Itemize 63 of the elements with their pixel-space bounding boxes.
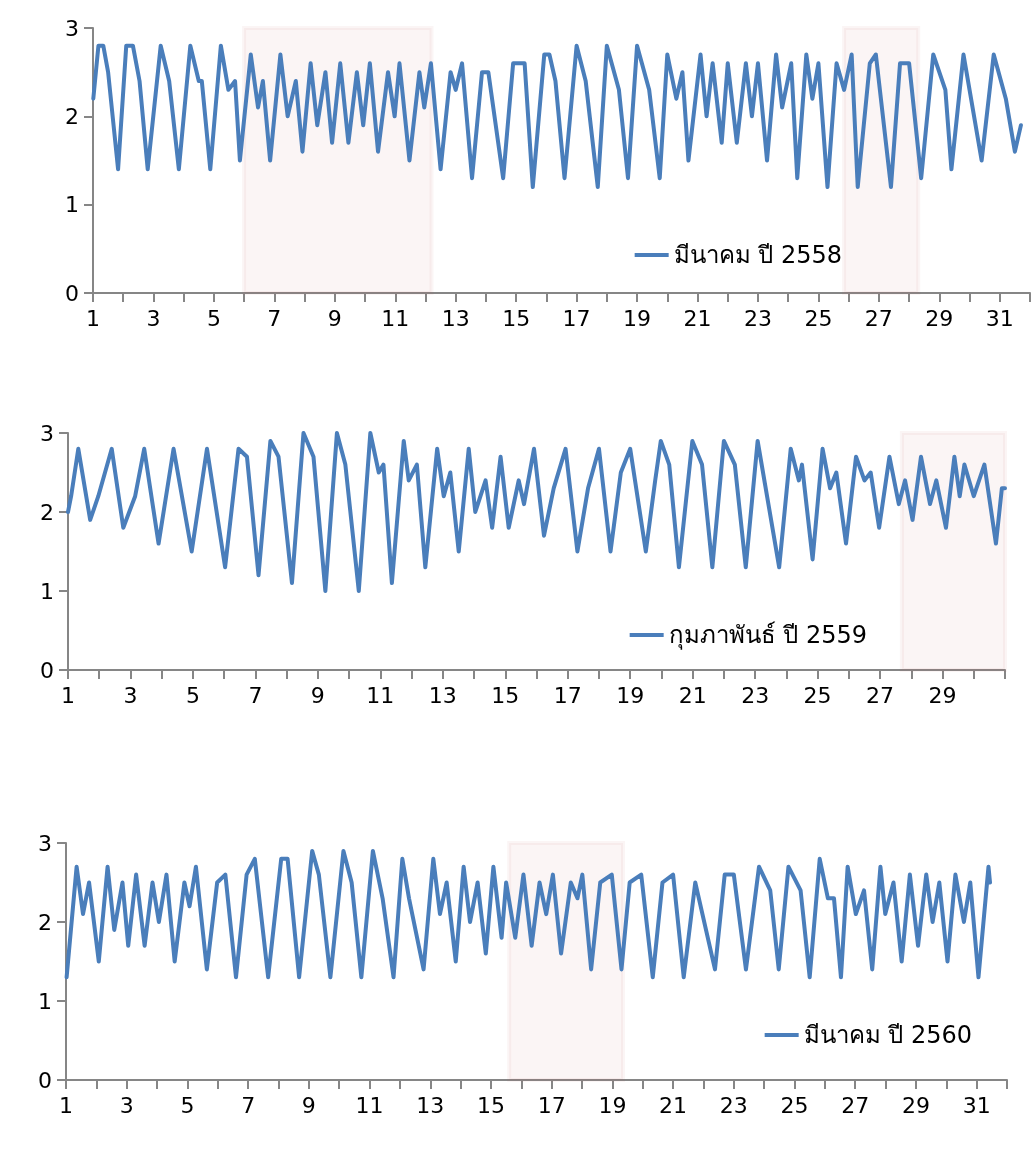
- x-tick-label: 29: [925, 305, 954, 331]
- x-tick-label: 17: [562, 305, 591, 331]
- x-tick-label: 19: [616, 682, 645, 708]
- x-tick-label: 25: [804, 305, 833, 331]
- y-tick-label: 3: [65, 15, 79, 41]
- y-tick-label: 0: [38, 1067, 52, 1093]
- x-tick-label: 1: [86, 305, 100, 331]
- y-tick-label: 1: [40, 578, 54, 604]
- legend-label: กุมภาพันธ์ ปี 2559: [668, 621, 868, 650]
- y-tick-label: 3: [38, 830, 52, 856]
- line-series: [66, 431, 1007, 593]
- x-tick-label: 23: [743, 305, 772, 331]
- y-tick-label: 2: [40, 499, 54, 525]
- legend-label: มีนาคม ปี 2560: [803, 1021, 973, 1049]
- y-tick-label: 2: [38, 909, 52, 935]
- y-tick-label: 1: [65, 192, 79, 218]
- x-tick-label: 15: [476, 1092, 505, 1118]
- x-tick-label: 3: [119, 1092, 134, 1118]
- x-tick-label: 21: [678, 682, 707, 708]
- x-tick-label: 21: [659, 1092, 688, 1118]
- line-series: [91, 43, 1023, 189]
- x-tick-label: 3: [123, 682, 138, 708]
- x-tick-label: 11: [381, 305, 410, 331]
- x-tick-label: 13: [428, 682, 457, 708]
- y-tick-label: 0: [65, 280, 79, 306]
- x-tick-label: 11: [355, 1092, 384, 1118]
- x-tick-label: 3: [146, 305, 161, 331]
- x-tick-label: 17: [553, 682, 582, 708]
- x-tick-label: 15: [502, 305, 531, 331]
- x-tick-label: 5: [185, 682, 200, 708]
- x-tick-label: 23: [719, 1092, 748, 1118]
- x-tick-label: 27: [866, 682, 895, 708]
- x-tick-label: 7: [241, 1092, 256, 1118]
- y-tick-label: 0: [40, 657, 54, 683]
- x-tick-label: 29: [928, 682, 957, 708]
- x-tick-label: 7: [248, 682, 263, 708]
- x-tick-label: 25: [803, 682, 832, 708]
- x-tick-label: 13: [416, 1092, 445, 1118]
- x-tick-label: 11: [366, 682, 395, 708]
- x-tick-label: 9: [327, 305, 342, 331]
- y-tick-label: 2: [65, 103, 79, 129]
- y-tick-label: 1: [38, 988, 52, 1014]
- x-tick-label: 19: [623, 305, 652, 331]
- x-tick-label: 27: [864, 305, 893, 331]
- x-tick-label: 27: [841, 1092, 870, 1118]
- x-tick-label: 31: [962, 1092, 991, 1118]
- x-tick-label: 7: [267, 305, 282, 331]
- x-tick-label: 5: [206, 305, 221, 331]
- y-tick-label: 3: [40, 420, 54, 446]
- x-tick-label: 23: [741, 682, 770, 708]
- x-tick-label: 25: [780, 1092, 809, 1118]
- x-tick-label: 19: [598, 1092, 627, 1118]
- x-tick-label: 9: [310, 682, 325, 708]
- x-tick-label: 29: [901, 1092, 930, 1118]
- x-tick-label: 17: [537, 1092, 566, 1118]
- x-tick-label: 15: [491, 682, 520, 708]
- x-tick-label: 5: [180, 1092, 195, 1118]
- x-tick-label: 13: [441, 305, 470, 331]
- x-tick-label: 9: [301, 1092, 316, 1118]
- x-tick-label: 31: [985, 305, 1014, 331]
- line-series: [64, 848, 992, 980]
- legend-label: มีนาคม ปี 2558: [673, 241, 843, 269]
- x-tick-label: 21: [683, 305, 712, 331]
